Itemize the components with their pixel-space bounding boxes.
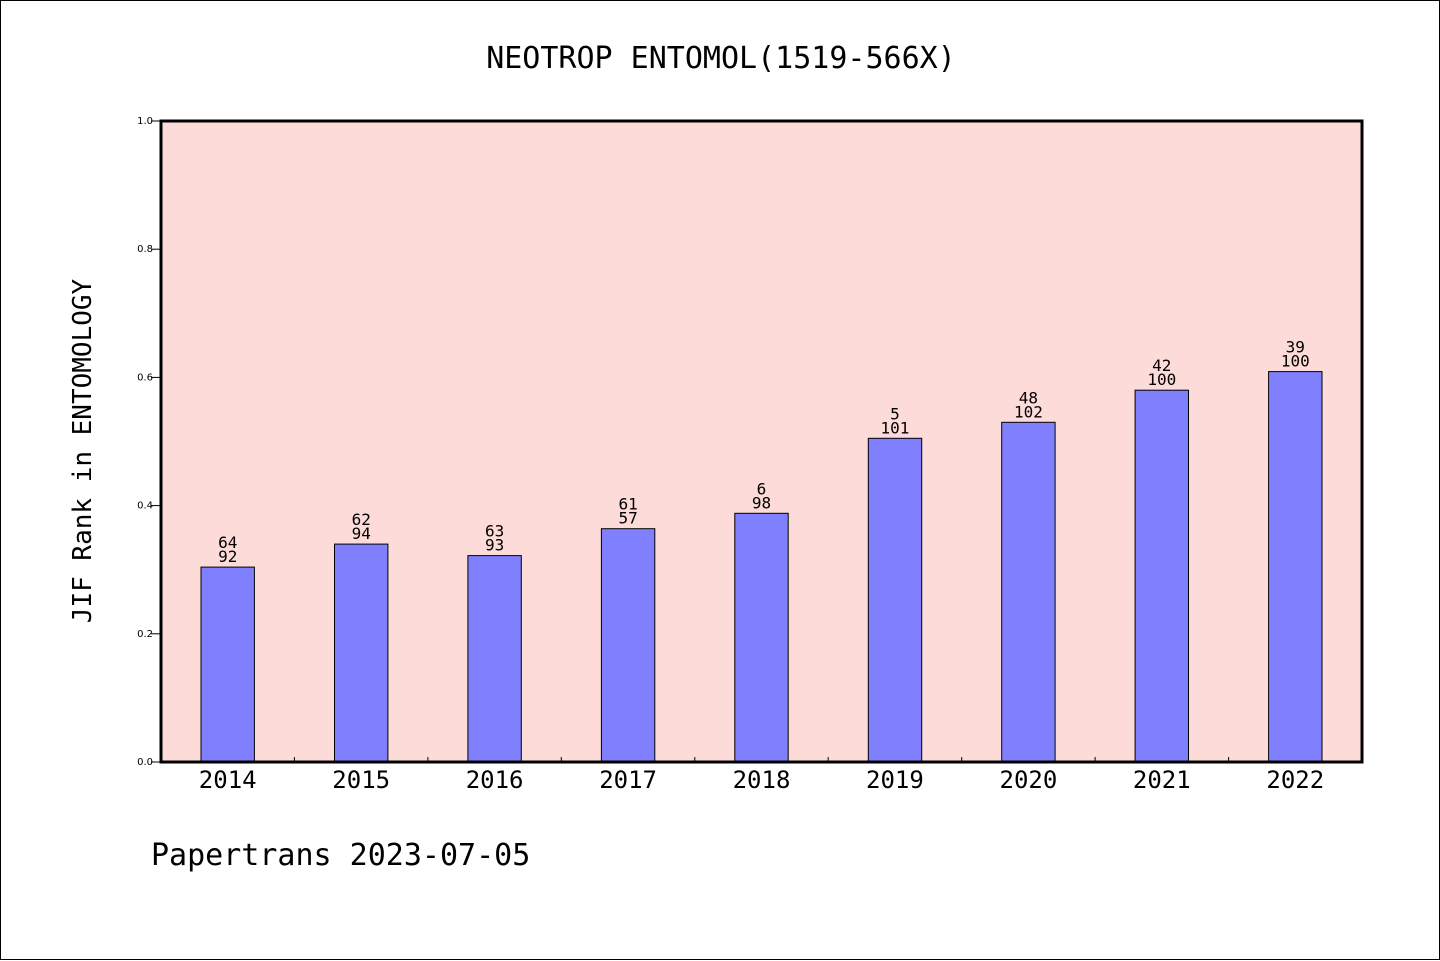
bar-2018 bbox=[734, 512, 789, 763]
y-tick-label: 0.0 bbox=[137, 757, 153, 768]
footer-source-date: Papertrans 2023-07-05 bbox=[151, 838, 530, 873]
bar-label-top-2017: 61 bbox=[618, 495, 637, 514]
y-tick-label: 0.6 bbox=[137, 372, 153, 383]
bar-label-bottom-2016: 93 bbox=[485, 536, 504, 555]
bar-label-top-2015: 62 bbox=[352, 510, 371, 529]
bar-2022 bbox=[1268, 371, 1323, 763]
bars-layer bbox=[200, 371, 1323, 763]
bar-2017 bbox=[600, 528, 656, 763]
bar-label-bottom-2018: 98 bbox=[752, 493, 771, 512]
bar-label-top-2020: 48 bbox=[1019, 388, 1038, 407]
y-axis-label: JIF Rank in ENTOMOLOGY bbox=[68, 278, 98, 623]
x-axis: 2014 2015 2016 2017 2018 2019 2020 2021 2022 bbox=[199, 757, 1324, 794]
y-axis: 0.0 0.2 0.4 0.6 0.8 1.0 bbox=[137, 116, 161, 768]
bar-2016 bbox=[467, 555, 522, 763]
y-tick-label: 0.2 bbox=[137, 629, 153, 640]
bar-2019 bbox=[867, 437, 923, 763]
bar-2021 bbox=[1134, 389, 1189, 763]
bar-label-top-2014: 64 bbox=[218, 533, 237, 552]
bar-label-bottom-2015: 94 bbox=[352, 524, 371, 543]
y-tick-label: 0.8 bbox=[137, 244, 153, 255]
bar-label-top-2016: 63 bbox=[485, 522, 504, 541]
bar-label-bottom-2022: 100 bbox=[1281, 352, 1310, 371]
bar-2015 bbox=[334, 543, 389, 763]
x-tick-label-2019: 2019 bbox=[866, 766, 924, 794]
bar-label-top-2021: 42 bbox=[1152, 356, 1171, 375]
x-tick-label-2016: 2016 bbox=[466, 766, 524, 794]
x-tick-label-2018: 2018 bbox=[733, 766, 791, 794]
x-tick-label-2020: 2020 bbox=[1000, 766, 1058, 794]
bar-label-bottom-2017: 57 bbox=[618, 509, 637, 528]
bar-label-top-2019: 5 bbox=[890, 404, 900, 423]
bar-label-top-2018: 6 bbox=[757, 479, 767, 498]
x-tick-label-2022: 2022 bbox=[1266, 766, 1324, 794]
x-tick-label-2021: 2021 bbox=[1133, 766, 1191, 794]
bar-label-bottom-2019: 101 bbox=[880, 418, 909, 437]
x-tick-label-2014: 2014 bbox=[199, 766, 257, 794]
bar-label-bottom-2021: 100 bbox=[1147, 370, 1176, 389]
y-tick-label: 0.4 bbox=[137, 501, 153, 512]
bar-label-top-2022: 39 bbox=[1286, 338, 1305, 357]
bar-label-bottom-2020: 102 bbox=[1014, 402, 1043, 421]
chart-title: NEOTROP ENTOMOL(1519-566X) bbox=[486, 41, 956, 76]
x-tick-label-2015: 2015 bbox=[332, 766, 390, 794]
y-tick-label: 1.0 bbox=[137, 116, 153, 127]
x-tick-label-2017: 2017 bbox=[599, 766, 657, 794]
bar-2020 bbox=[1001, 421, 1056, 763]
bar-label-bottom-2014: 92 bbox=[218, 547, 237, 566]
bar-2014 bbox=[200, 566, 255, 763]
plot-border bbox=[159, 119, 1364, 764]
